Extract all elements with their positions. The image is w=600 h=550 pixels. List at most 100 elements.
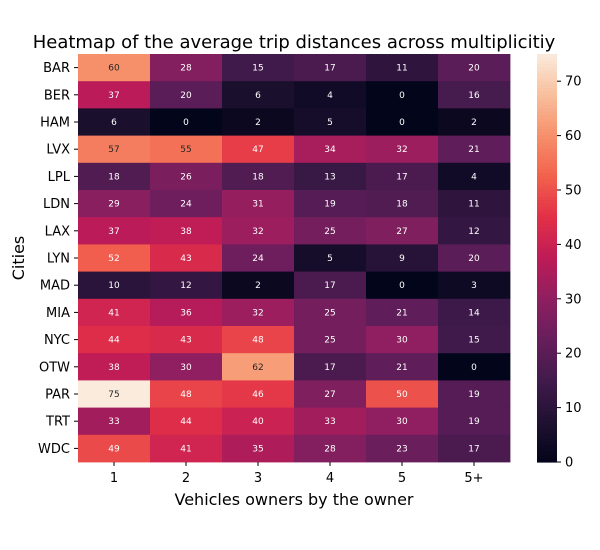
colorbar-segment bbox=[537, 74, 557, 79]
colorbar-segment bbox=[537, 169, 557, 174]
colorbar-segment bbox=[537, 315, 557, 320]
cell-value-label: 5 bbox=[327, 254, 333, 264]
heatmap-cell bbox=[150, 298, 223, 327]
cell-value-label: 0 bbox=[183, 118, 189, 128]
cell-value-label: 6 bbox=[255, 91, 261, 101]
colorbar-segment bbox=[537, 441, 557, 446]
colorbar-segment bbox=[537, 451, 557, 456]
cell-value-label: 31 bbox=[252, 200, 263, 210]
colorbar-segment bbox=[537, 397, 557, 402]
colorbar-segment bbox=[537, 244, 557, 249]
colorbar-segment bbox=[537, 448, 557, 453]
heatmap-cell bbox=[438, 353, 511, 381]
colorbar-tick-label: 30 bbox=[565, 292, 582, 307]
heatmap-cell bbox=[222, 108, 295, 136]
cell-value-label: 11 bbox=[468, 200, 479, 210]
colorbar-segment bbox=[537, 176, 557, 181]
colorbar-segment bbox=[537, 271, 557, 276]
heatmap-cell bbox=[438, 326, 511, 354]
colorbar-segment bbox=[537, 54, 557, 58]
heatmap-cell bbox=[438, 244, 511, 272]
heatmap-cell bbox=[150, 108, 223, 136]
heatmap-cell bbox=[438, 135, 511, 164]
heatmap-cell bbox=[222, 135, 295, 164]
heatmap-cell bbox=[294, 298, 367, 327]
colorbar-tick-label: 0 bbox=[565, 456, 573, 471]
colorbar-segment bbox=[537, 360, 557, 364]
colorbar-segment bbox=[537, 305, 557, 310]
heatmap-cell bbox=[366, 81, 439, 109]
cell-value-label: 38 bbox=[108, 363, 120, 373]
colorbar-segment bbox=[537, 295, 557, 300]
heatmap-cell bbox=[78, 135, 151, 164]
heatmap-cell bbox=[438, 190, 511, 218]
colorbar-segment bbox=[537, 60, 557, 65]
x-axis-label: Vehicles owners by the owner bbox=[175, 490, 414, 509]
colorbar-segment bbox=[537, 183, 557, 188]
colorbar-segment bbox=[537, 281, 557, 286]
y-tick-label: BAR bbox=[43, 61, 70, 76]
y-tick-label: LYN bbox=[47, 252, 70, 267]
heatmap-cell bbox=[150, 434, 223, 463]
colorbar-segment bbox=[537, 98, 557, 103]
heatmap-cell bbox=[150, 380, 223, 408]
heatmap-cell bbox=[222, 81, 295, 109]
heatmap-cell bbox=[366, 298, 439, 327]
heatmap-cell bbox=[150, 190, 223, 218]
heatmap-cell bbox=[222, 162, 295, 191]
colorbar-tick-label: 10 bbox=[565, 401, 582, 416]
cell-value-label: 28 bbox=[324, 444, 336, 454]
heatmap-cell bbox=[438, 108, 511, 136]
cell-value-label: 26 bbox=[180, 172, 192, 182]
cell-value-label: 2 bbox=[255, 281, 261, 291]
heatmap-cell bbox=[150, 217, 223, 245]
heatmap-cell bbox=[438, 81, 511, 109]
x-tick-label: 5+ bbox=[464, 471, 483, 486]
cell-value-label: 21 bbox=[396, 308, 407, 318]
heatmap-cell bbox=[78, 54, 151, 82]
colorbar-segment bbox=[537, 125, 557, 130]
colorbar-segment bbox=[537, 298, 557, 303]
heatmap-cell bbox=[366, 326, 439, 354]
cell-value-label: 32 bbox=[252, 227, 263, 237]
cell-value-label: 20 bbox=[180, 91, 192, 101]
heatmap-cell bbox=[294, 162, 367, 191]
cell-value-label: 16 bbox=[468, 91, 480, 101]
colorbar-segment bbox=[537, 128, 557, 133]
cell-value-label: 33 bbox=[108, 417, 119, 427]
heatmap-cell bbox=[222, 54, 295, 82]
heatmap-cell bbox=[294, 190, 367, 218]
colorbar-segment bbox=[537, 366, 557, 371]
heatmap-cell bbox=[78, 271, 151, 300]
heatmap-cell bbox=[78, 162, 151, 191]
cell-value-label: 0 bbox=[399, 281, 405, 291]
colorbar-segment bbox=[537, 400, 557, 405]
cell-value-label: 23 bbox=[396, 444, 407, 454]
cell-value-label: 19 bbox=[468, 417, 480, 427]
cell-value-label: 37 bbox=[108, 227, 119, 237]
cell-value-label: 62 bbox=[252, 363, 263, 373]
colorbar-segment bbox=[537, 421, 557, 426]
heatmap-cell bbox=[438, 162, 511, 191]
cell-value-label: 30 bbox=[396, 417, 408, 427]
cell-value-label: 44 bbox=[180, 417, 192, 427]
cell-value-label: 41 bbox=[108, 308, 119, 318]
cell-value-label: 48 bbox=[180, 390, 192, 400]
heatmap-cell bbox=[294, 81, 367, 109]
colorbar-segment bbox=[537, 196, 557, 201]
cell-value-label: 48 bbox=[252, 336, 264, 346]
colorbar-segment bbox=[537, 67, 557, 72]
colorbar-tick-label: 40 bbox=[565, 238, 582, 253]
heatmap-cell bbox=[222, 217, 295, 245]
heatmap-cell bbox=[150, 353, 223, 381]
heatmap-cell bbox=[366, 217, 439, 245]
cell-value-label: 38 bbox=[180, 227, 192, 237]
x-tick-label: 5 bbox=[398, 471, 406, 486]
cell-value-label: 17 bbox=[396, 172, 407, 182]
cell-value-label: 25 bbox=[324, 308, 335, 318]
colorbar-segment bbox=[537, 268, 557, 273]
cell-value-label: 43 bbox=[180, 254, 191, 264]
colorbar-segment bbox=[537, 230, 557, 235]
colorbar-segment bbox=[537, 213, 557, 218]
y-tick-label: LAX bbox=[45, 224, 70, 239]
